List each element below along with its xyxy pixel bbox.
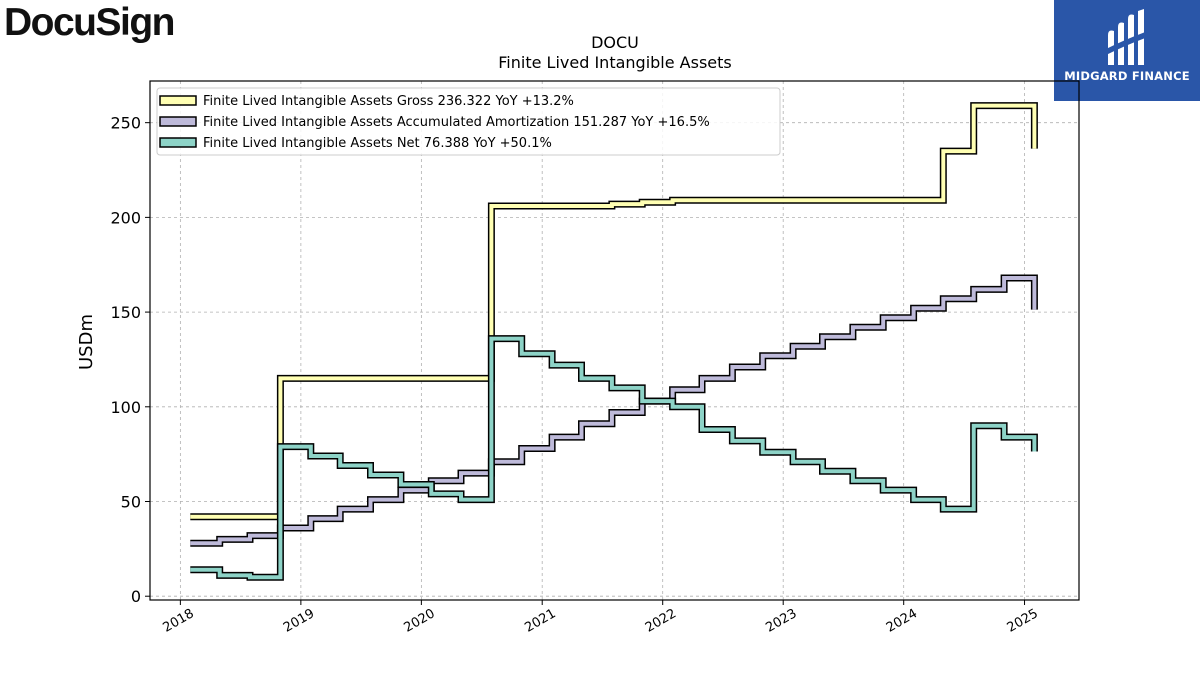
x-tick-label: 2022: [643, 606, 679, 636]
series-1: [190, 102, 1038, 521]
series-3: [190, 335, 1038, 581]
y-tick-label: 150: [110, 303, 141, 322]
series-line: [190, 103, 1037, 519]
x-tick-label: 2023: [763, 606, 799, 636]
grid: [150, 81, 1079, 600]
y-axis-label: USDm: [76, 314, 97, 370]
x-tick-label: 2018: [161, 606, 197, 636]
legend-swatch: [159, 95, 197, 106]
legend-swatch: [159, 137, 197, 148]
y-tick-label: 100: [110, 398, 141, 417]
y-tick-label: 200: [110, 208, 141, 227]
legend-label: Finite Lived Intangible Assets Gross 236…: [203, 94, 574, 109]
y-tick-label: 50: [121, 493, 141, 512]
y-tick-label: 0: [131, 587, 141, 606]
x-tick-label: 2025: [1005, 606, 1041, 636]
axis-ticks: 2018 2019 2020 2021 2022 2023 2024 2025 0 50 100 15…: [110, 114, 1040, 636]
midgard-logo-icon: [1106, 9, 1148, 65]
chart-title: DOCU: [591, 33, 639, 52]
badge-label: MIDGARD FINANCE: [1064, 69, 1190, 83]
legend: Finite Lived Intangible Assets Gross 236…: [156, 87, 781, 156]
series-lines: [190, 102, 1038, 581]
x-tick-label: 2021: [522, 606, 558, 636]
x-tick-label: 2020: [402, 606, 438, 636]
legend-label: Finite Lived Intangible Assets Accumulat…: [203, 115, 710, 130]
plot-frame: [149, 80, 1080, 601]
docusign-logo: DocuSign: [4, 1, 176, 44]
y-tick-label: 250: [110, 114, 141, 133]
series-line: [190, 336, 1037, 580]
x-tick-label: 2024: [884, 606, 920, 636]
series-line: [190, 276, 1037, 546]
x-tick-label: 2019: [281, 606, 317, 636]
midgard-finance-badge: MIDGARD FINANCE: [1054, 0, 1200, 101]
legend-swatch: [159, 116, 197, 127]
series-2: [190, 274, 1038, 547]
legend-label: Finite Lived Intangible Assets Net 76.38…: [203, 136, 552, 151]
chart-subtitle: Finite Lived Intangible Assets: [498, 53, 731, 72]
legend-box: [156, 87, 781, 156]
